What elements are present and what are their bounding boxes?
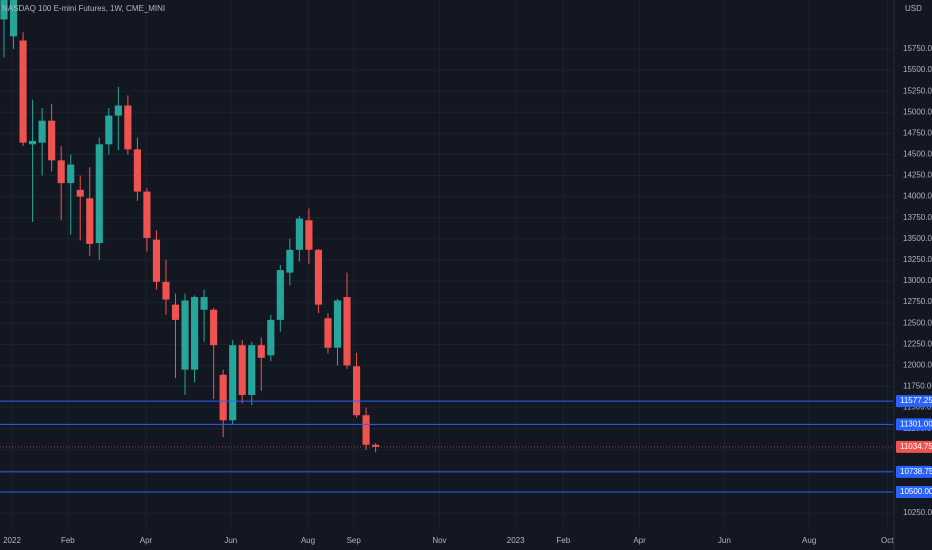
candle-body — [343, 297, 351, 366]
x-tick-label: Oct — [881, 536, 894, 545]
candle-body — [372, 444, 380, 447]
candle-body — [276, 270, 284, 320]
candle-body — [257, 345, 265, 358]
y-tick-label: 15000.00 — [903, 107, 932, 116]
candle-body — [314, 249, 323, 305]
x-tick-label: Nov — [432, 536, 446, 545]
level-label: 10738.75 — [900, 467, 932, 476]
level-label-box — [896, 418, 932, 431]
y-tick-label: 13000.00 — [903, 276, 932, 285]
x-tick-label: Feb — [556, 536, 570, 545]
y-tick-label: 14250.00 — [903, 171, 932, 180]
candle-body — [124, 105, 132, 150]
candle-body — [95, 144, 103, 244]
y-tick-label: 11750.00 — [903, 382, 932, 391]
candle-body — [38, 120, 46, 143]
candle-body — [29, 140, 37, 145]
candle-body — [362, 415, 370, 445]
candle-body — [210, 309, 218, 346]
candle-body — [248, 345, 256, 395]
level-label-box — [896, 465, 932, 478]
x-tick-label: Apr — [140, 536, 153, 545]
candle-body — [0, 0, 8, 20]
candle-body — [133, 149, 141, 192]
y-tick-label: 15750.00 — [903, 44, 932, 53]
candle-body — [305, 220, 313, 250]
y-tick-label: 12250.00 — [903, 339, 932, 348]
candle-body — [333, 300, 342, 348]
y-tick-label: 13500.00 — [903, 234, 932, 243]
candle-body — [19, 40, 27, 143]
x-tick-label: Sep — [347, 536, 362, 545]
candle-body — [190, 297, 199, 370]
candle-body — [181, 300, 189, 370]
y-tick-label: 14750.00 — [903, 128, 932, 137]
candle-body — [57, 160, 65, 184]
y-tick-label: 13750.00 — [903, 213, 932, 222]
candle-body — [200, 297, 208, 310]
level-label: 10500.00 — [900, 487, 932, 496]
candle-body — [229, 345, 237, 421]
x-tick-label: Aug — [802, 536, 816, 545]
x-tick-label: Apr — [633, 536, 646, 545]
candle-body — [295, 218, 303, 250]
x-tick-label: Feb — [61, 536, 75, 545]
candle-body — [105, 115, 113, 145]
x-tick-label: Aug — [301, 536, 315, 545]
candle-body — [162, 281, 170, 300]
candle-body — [76, 189, 84, 197]
candle-body — [114, 105, 122, 116]
candle-body — [324, 318, 332, 348]
candle-body — [286, 249, 294, 273]
y-tick-label: 12000.00 — [903, 361, 932, 370]
y-tick-label: 12750.00 — [903, 297, 932, 306]
y-tick-label: 13250.00 — [903, 255, 932, 264]
candle-body — [171, 304, 180, 320]
level-label-box — [896, 395, 932, 408]
last-price-box — [896, 440, 932, 453]
last-price-label: 11034.75 — [900, 442, 932, 451]
candle-body — [48, 120, 56, 161]
candle-body — [219, 374, 227, 421]
level-label-box — [896, 486, 932, 499]
candle-body — [238, 345, 246, 395]
price-axis: 10250.0010500.0010750.0011000.0011250.00… — [3, 0, 932, 550]
x-tick-label: Jun — [718, 536, 731, 545]
y-tick-label: 15500.00 — [903, 65, 932, 74]
currency: USD — [905, 4, 922, 13]
y-tick-label: 10250.00 — [903, 508, 932, 517]
level-label: 11577.25 — [900, 396, 932, 405]
x-tick-label: 2023 — [507, 536, 525, 545]
candle-body — [67, 164, 75, 184]
grid — [0, 0, 893, 530]
x-tick-label: Jun — [224, 536, 237, 545]
y-tick-label: 14500.00 — [903, 150, 932, 159]
candle-body — [267, 319, 275, 356]
candle-body — [86, 198, 94, 244]
y-tick-label: 15250.00 — [903, 86, 932, 95]
level-label: 11301.00 — [900, 420, 932, 429]
candle-body — [352, 366, 361, 416]
candle-body — [9, 0, 18, 37]
y-tick-label: 12500.00 — [903, 318, 932, 327]
chart-title: NASDAQ 100 E-mini Futures, 1W, CME_MINI — [2, 4, 165, 13]
candle-body — [143, 191, 151, 238]
candle-body — [152, 239, 161, 282]
y-tick-label: 14000.00 — [903, 192, 932, 201]
y-tick-label: 11500.00 — [903, 403, 932, 412]
x-tick-label: 2022 — [3, 536, 21, 545]
plot — [0, 0, 893, 493]
